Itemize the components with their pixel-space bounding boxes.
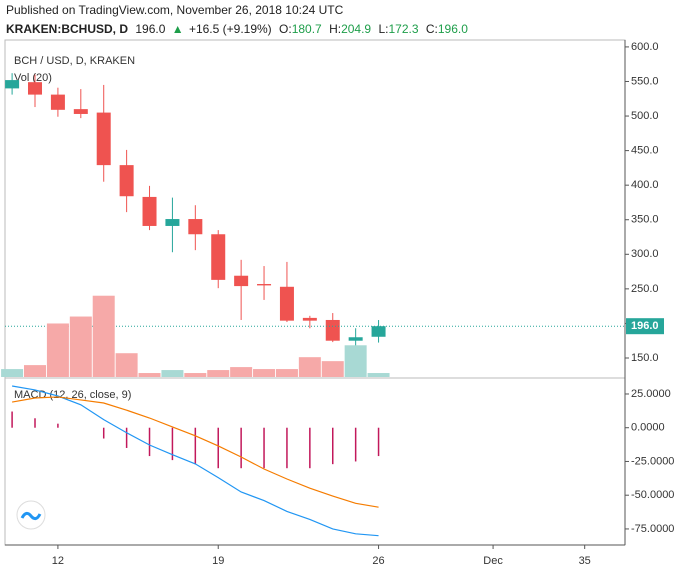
symbol: KRAKEN:BCHUSD, D [6, 22, 128, 36]
price: 196.0 [135, 22, 165, 36]
y-tick-label: 250.0 [631, 283, 659, 295]
y-tick-label: 400.0 [631, 179, 659, 191]
macd-histogram [194, 427, 197, 465]
logo [16, 500, 46, 530]
candle-body [348, 337, 363, 341]
volume-bar [230, 367, 253, 377]
published: Published on TradingView.com, November 2… [6, 3, 344, 17]
h-label: H: [329, 22, 341, 36]
y-tick-label: 550.0 [631, 75, 659, 87]
volume-bar [275, 369, 298, 377]
candle-body [188, 219, 203, 235]
macd-histogram [354, 427, 357, 462]
candle-body [211, 234, 226, 280]
candle-body [257, 284, 272, 286]
candle-body [234, 275, 249, 287]
macd-histogram [125, 427, 128, 448]
y-tick-label: 500.0 [631, 110, 659, 122]
symbol-line: KRAKEN:BCHUSD, D 196.0 ▲ +16.5 (+9.19%) … [6, 22, 468, 36]
macd-histogram [102, 427, 105, 439]
y-tick-label: 600.0 [631, 41, 659, 53]
volume-bar [298, 357, 321, 377]
volume-bar [344, 345, 367, 377]
volume-bar [115, 353, 138, 377]
volume-bar [161, 370, 184, 377]
volume-bar [1, 369, 24, 377]
macd-histogram [377, 427, 380, 457]
x-tick-label: Dec [483, 555, 503, 567]
h: 204.9 [341, 22, 371, 36]
volume-bar [367, 373, 390, 377]
macd-line [11, 385, 379, 537]
o-label: O: [279, 22, 292, 36]
l-label: L: [378, 22, 388, 36]
volume-bar [69, 316, 92, 377]
macd-histogram [217, 427, 219, 469]
y-tick-label: -25.0000 [631, 455, 674, 467]
candle-body [279, 286, 294, 321]
x-tick-label: 26 [372, 555, 384, 567]
y-tick-label: 450.0 [631, 145, 659, 157]
macd-line [11, 396, 379, 508]
macd-histogram [148, 427, 151, 457]
y-tick-label: 25.0000 [631, 388, 671, 400]
arrow: ▲ [172, 22, 184, 36]
candle-body [50, 94, 65, 110]
volume-bar [92, 295, 115, 377]
last-price-box [626, 318, 664, 335]
candle-body [142, 196, 157, 226]
volume-title: Vol (20) [14, 72, 52, 84]
o: 180.7 [292, 22, 322, 36]
l: 172.3 [388, 22, 418, 36]
macd-histogram [240, 427, 242, 469]
volume-bar [184, 373, 207, 377]
candle-body [302, 317, 317, 321]
candle-body [28, 82, 43, 95]
volume-bar [138, 373, 161, 377]
volume-bar [46, 323, 69, 377]
macd-histogram [332, 427, 334, 465]
y-tick-label: 350.0 [631, 214, 659, 226]
candle-body [119, 165, 134, 197]
pane-title: BCH / USD, D, KRAKEN [14, 55, 135, 67]
macd-histogram [57, 423, 59, 428]
c: 196.0 [438, 22, 468, 36]
c-label: C: [426, 22, 438, 36]
macd-histogram [11, 411, 13, 428]
candle-body [325, 319, 340, 341]
last-price-label: 196.0 [631, 320, 659, 332]
macd-histogram [34, 418, 36, 428]
macd-histogram [263, 427, 265, 469]
macd-histogram [171, 427, 174, 461]
x-tick-label: 19 [212, 555, 224, 567]
volume-bar [24, 365, 47, 377]
volume-bar [321, 361, 344, 377]
y-tick-label: -50.0000 [631, 489, 674, 501]
change: +16.5 (+9.19%) [189, 22, 272, 36]
volume-bar [253, 369, 276, 377]
candle-body [5, 80, 20, 89]
y-tick-label: 0.0000 [631, 422, 665, 434]
macd-histogram [309, 427, 311, 469]
macd-histogram [286, 427, 288, 469]
candle-body [371, 326, 386, 337]
y-tick-label: 300.0 [631, 248, 659, 260]
x-tick-label: 12 [52, 555, 64, 567]
candle-body [96, 112, 111, 166]
y-tick-label: 150.0 [631, 352, 659, 364]
candle-body [73, 109, 88, 114]
y-tick-label: -75.0000 [631, 523, 674, 535]
volume-bar [207, 370, 230, 377]
x-tick-label: 35 [579, 555, 591, 567]
candle-body [165, 219, 180, 226]
